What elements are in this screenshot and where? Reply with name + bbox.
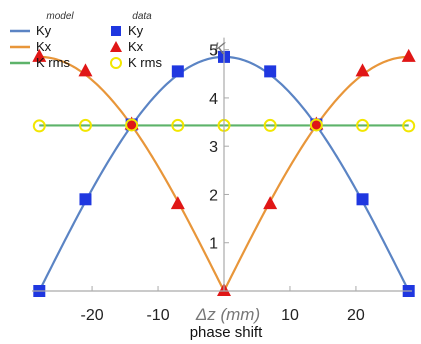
data-krms-point bbox=[125, 118, 139, 132]
x-tick-label: 20 bbox=[347, 307, 365, 324]
data-kx-point bbox=[124, 116, 139, 130]
data-ky-point bbox=[171, 65, 184, 78]
legend-model-kx-label: Kx bbox=[36, 39, 52, 54]
legend-model-krms-label: K rms bbox=[36, 55, 70, 70]
legend-data-krms-label: K rms bbox=[128, 55, 162, 70]
data-krms-point bbox=[402, 119, 416, 133]
data-kx-point bbox=[78, 63, 93, 77]
legend-data-kx-triangle-icon bbox=[110, 41, 122, 52]
data-krms-point bbox=[309, 118, 323, 132]
x-tick-label: -10 bbox=[146, 307, 169, 324]
legend: model data Ky Kx K rms Ky Kx K rms bbox=[10, 11, 162, 70]
data-kx-point bbox=[355, 63, 370, 77]
data-krms-point bbox=[356, 118, 370, 132]
data-kx-point bbox=[170, 196, 185, 210]
x-axis-caption: phase shift bbox=[190, 324, 263, 341]
data-kx-point bbox=[401, 48, 416, 62]
x-tick-label: 10 bbox=[281, 307, 299, 324]
data-ky-point bbox=[79, 193, 92, 206]
legend-data-header: data bbox=[132, 11, 152, 22]
y-axis-label: K bbox=[214, 39, 226, 58]
data-krms-point bbox=[32, 119, 46, 133]
legend-model-header: model bbox=[46, 11, 74, 22]
legend-data-krms-circle-icon bbox=[110, 57, 122, 69]
y-tick-label: 2 bbox=[209, 187, 218, 204]
data-kx-point bbox=[32, 48, 47, 62]
data-ky-point bbox=[356, 193, 369, 206]
legend-data-ky-label: Ky bbox=[128, 23, 144, 38]
data-kx-point bbox=[309, 116, 324, 130]
data-ky-point bbox=[264, 65, 277, 78]
y-tick-label: 1 bbox=[209, 236, 218, 253]
data-kx-point bbox=[263, 196, 278, 210]
legend-data-ky-square-icon bbox=[111, 26, 121, 36]
y-tick-label: 5 bbox=[209, 43, 218, 60]
y-tick-label: 4 bbox=[209, 91, 218, 108]
x-tick-label: -20 bbox=[81, 307, 104, 324]
y-tick-label: 3 bbox=[209, 139, 218, 156]
legend-data-kx-label: Kx bbox=[128, 39, 144, 54]
data-krms-point bbox=[171, 118, 185, 132]
x-axis-label: Δz (mm) bbox=[195, 305, 260, 324]
data-krms-point bbox=[78, 118, 92, 132]
legend-model-ky-label: Ky bbox=[36, 23, 52, 38]
data-krms-point bbox=[263, 118, 277, 132]
